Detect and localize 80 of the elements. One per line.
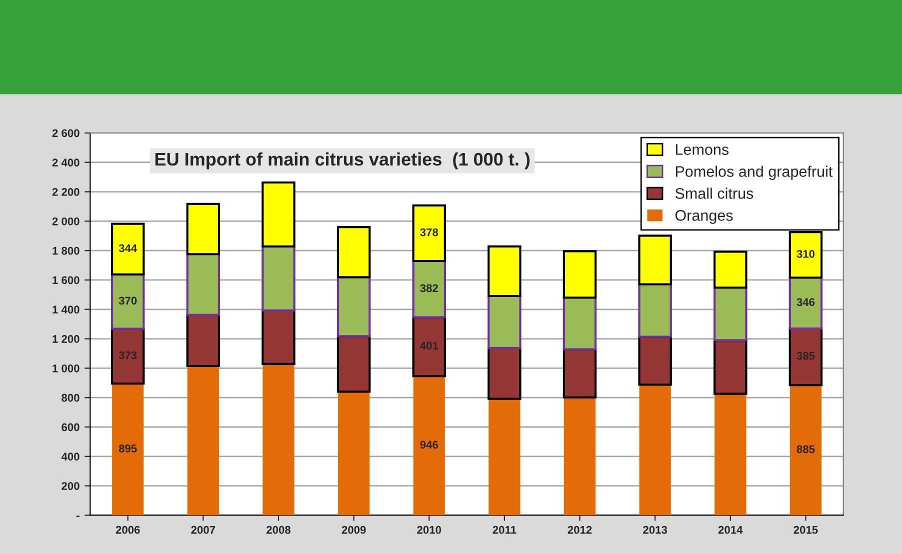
x-tick-label: 2010 [417,526,442,534]
data-label: 344 [118,244,138,252]
bar [788,327,823,386]
bar [110,222,145,276]
bar [262,364,294,516]
y-tick-label: 2 000 [52,217,80,226]
y-tick-label: 2 400 [52,158,80,166]
bar [262,309,296,365]
y-tick-label: 1 600 [52,276,80,284]
bar [110,328,145,385]
bar [336,226,371,278]
bar [714,250,748,289]
data-label: 378 [420,228,438,236]
bar [110,273,145,330]
bar [488,398,520,516]
bar [562,348,597,398]
bar [186,202,220,256]
data-label: 346 [796,298,815,306]
x-tick-label: 2006 [116,526,140,534]
bar [262,181,296,248]
data-label: 385 [796,352,815,360]
data-label: 946 [420,440,438,449]
bar [639,384,671,516]
y-tick-label: 800 [62,394,80,402]
bar [412,316,446,378]
legend-label: Pomelos and grapefruit [676,166,833,180]
bar [413,376,445,516]
data-label: 401 [420,342,438,350]
x-tick-label: 2008 [266,526,291,534]
data-label: 895 [118,444,137,452]
bar [336,276,371,338]
data-label: 382 [420,284,438,292]
y-tick-label: 1 800 [52,246,80,255]
x-tick-label: 2011 [492,526,516,534]
bar [412,260,446,318]
data-label: 885 [796,445,815,454]
x-tick-label: 2007 [191,526,216,534]
bar [788,276,823,330]
y-tick-label: 600 [62,423,80,432]
y-tick-label: 1 400 [52,306,80,314]
y-tick-label: 1 200 [52,335,80,343]
x-tick-label: 2014 [718,526,743,534]
legend-label: Small citrus [675,188,754,199]
bar [562,296,597,350]
bar [412,204,446,262]
bar [638,234,672,286]
bar [638,283,672,338]
y-tick-label: 2 600 [52,129,80,138]
x-tick-label: 2013 [643,526,668,534]
legend-label: Oranges [675,210,733,224]
bar [714,394,746,516]
bar [564,397,596,516]
bar [112,384,144,516]
bar [186,314,220,368]
bar [338,392,370,516]
bar [714,339,748,395]
data-label: 310 [796,250,815,258]
y-tick-label: - [76,516,80,518]
bar [562,250,597,299]
bar [488,294,522,349]
text: EU Import of main citrus varieties (1 000 t. ) [155,152,530,170]
y-tick-label: 2 200 [52,188,80,196]
y-tick-label: 1 000 [52,364,80,372]
legend-label: Lemons [676,144,729,155]
bar [790,385,822,516]
y-tick-label: 400 [61,452,80,461]
bar [187,366,219,516]
bar [186,253,220,316]
x-tick-label: 2009 [342,526,366,534]
bar [488,346,522,400]
bar [336,335,371,393]
bar [714,286,748,342]
x-tick-label: 2012 [568,526,592,534]
x-tick-label: 2015 [794,526,818,534]
bar [488,245,522,298]
data-label: 370 [118,296,137,305]
data-label: 373 [118,351,137,360]
bar [638,336,672,386]
bar [262,245,296,312]
y-tick-label: 200 [62,482,80,490]
